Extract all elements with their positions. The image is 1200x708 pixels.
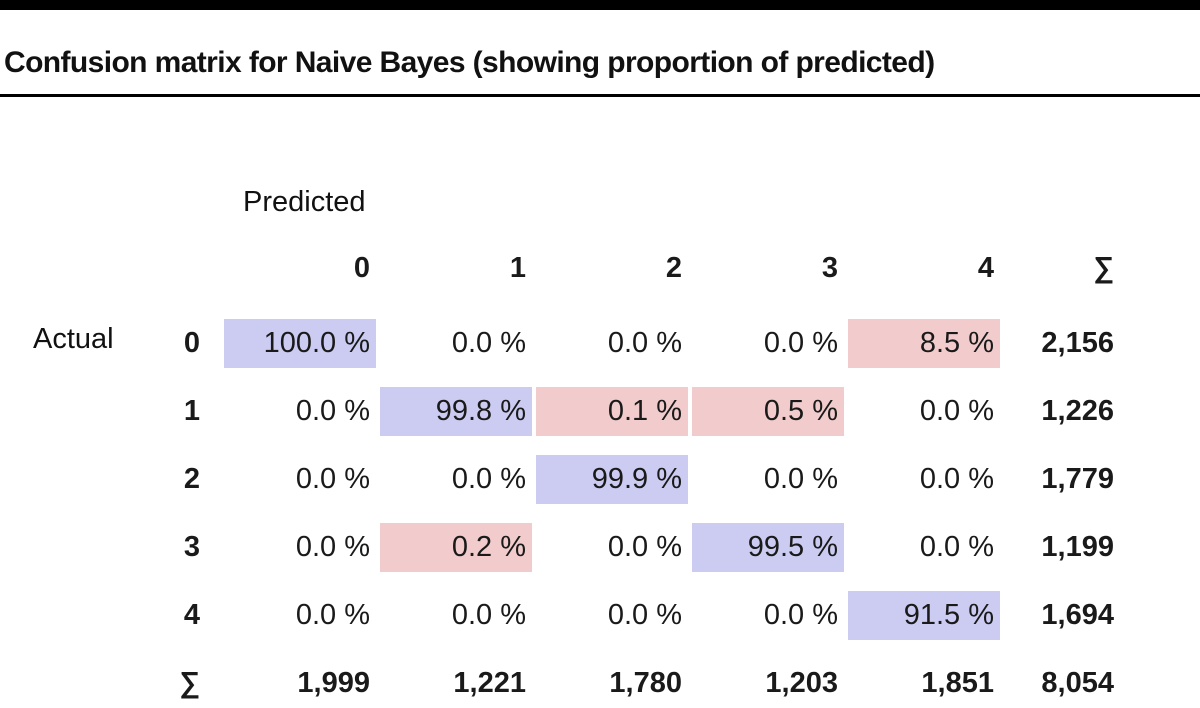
matrix-cell-3-3: 99.5 % — [692, 523, 844, 572]
matrix-cell-2-0: 0.0 % — [295, 463, 370, 495]
matrix-cell-3-2: 0.0 % — [607, 531, 682, 563]
matrix-cell-1-2: 0.1 % — [536, 387, 688, 436]
matrix-cell-0-1: 0.0 % — [451, 327, 526, 359]
matrix-cell-4-0: 0.0 % — [295, 599, 370, 631]
col-header-4: 4 — [977, 252, 994, 284]
row-header-4: 4 — [183, 599, 200, 631]
matrix-cell-4-3: 0.0 % — [763, 599, 838, 631]
matrix-cell-3-4: 0.0 % — [919, 531, 994, 563]
matrix-cell-0-0: 100.0 % — [224, 319, 376, 368]
matrix-cell-1-4: 0.0 % — [919, 395, 994, 427]
col-total-4: 1,851 — [921, 667, 994, 699]
col-header-1: 1 — [509, 252, 526, 284]
col-total-2: 1,780 — [609, 667, 682, 699]
predicted-axis-label: Predicted — [243, 186, 366, 218]
chart-title: Confusion matrix for Naive Bayes (showin… — [4, 46, 935, 79]
matrix-cell-4-1: 0.0 % — [451, 599, 526, 631]
row-header-0: 0 — [183, 327, 200, 359]
matrix-cell-0-4: 8.5 % — [848, 319, 1000, 368]
col-header-3: 3 — [821, 252, 838, 284]
row-total-1: 1,226 — [1041, 395, 1114, 427]
matrix-cell-4-2: 0.0 % — [607, 599, 682, 631]
matrix-cell-2-1: 0.0 % — [451, 463, 526, 495]
row-total-3: 1,199 — [1041, 531, 1114, 563]
row-total-4: 1,694 — [1041, 599, 1114, 631]
matrix-cell-0-2: 0.0 % — [607, 327, 682, 359]
row-total-2: 1,779 — [1041, 463, 1114, 495]
title-underline — [0, 94, 1200, 97]
matrix-cell-1-0: 0.0 % — [295, 395, 370, 427]
row-total-0: 2,156 — [1041, 327, 1114, 359]
actual-axis-label: Actual — [33, 323, 114, 355]
matrix-cell-4-4: 91.5 % — [848, 591, 1000, 640]
col-total-3: 1,203 — [765, 667, 838, 699]
matrix-cell-2-2: 99.9 % — [536, 455, 688, 504]
matrix-cell-1-3: 0.5 % — [692, 387, 844, 436]
col-header-0: 0 — [353, 252, 370, 284]
row-header-sum: ∑ — [179, 667, 200, 699]
grand-total: 8,054 — [1041, 667, 1114, 699]
matrix-cell-3-0: 0.0 % — [295, 531, 370, 563]
top-border — [0, 0, 1200, 10]
row-header-2: 2 — [183, 463, 200, 495]
col-total-1: 1,221 — [453, 667, 526, 699]
row-header-1: 1 — [183, 395, 200, 427]
matrix-cell-2-4: 0.0 % — [919, 463, 994, 495]
matrix-cell-0-3: 0.0 % — [763, 327, 838, 359]
matrix-cell-1-1: 99.8 % — [380, 387, 532, 436]
col-header-2: 2 — [665, 252, 682, 284]
col-total-0: 1,999 — [297, 667, 370, 699]
row-header-3: 3 — [183, 531, 200, 563]
matrix-cell-2-3: 0.0 % — [763, 463, 838, 495]
col-header-sum: ∑ — [1093, 252, 1114, 284]
matrix-cell-3-1: 0.2 % — [380, 523, 532, 572]
